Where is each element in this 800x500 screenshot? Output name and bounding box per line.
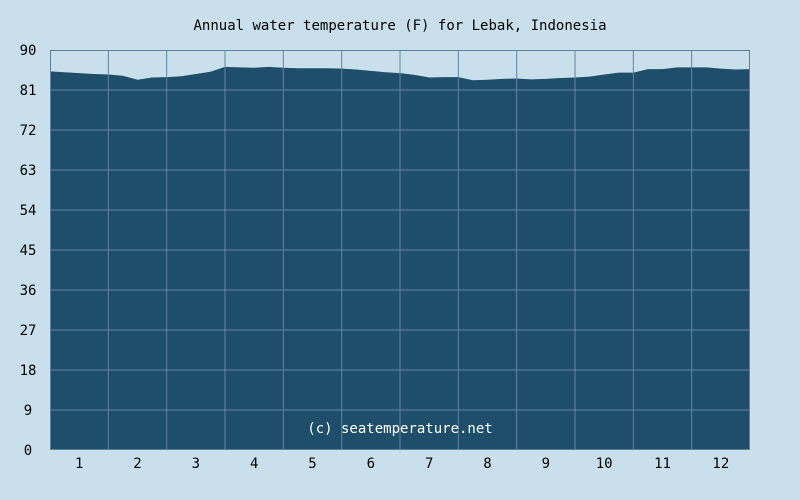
chart-title: Annual water temperature (F) for Lebak, … — [193, 18, 607, 34]
x-tick-label: 4 — [250, 456, 258, 472]
y-tick-label: 72 — [20, 123, 37, 139]
x-tick-label: 5 — [308, 456, 316, 472]
y-tick-label: 54 — [20, 203, 37, 219]
y-tick-label: 9 — [24, 403, 32, 419]
x-tick-label: 9 — [542, 456, 550, 472]
x-tick-label: 2 — [133, 456, 141, 472]
plot-border — [50, 50, 750, 450]
y-tick-label: 81 — [20, 83, 37, 99]
y-tick-label: 63 — [20, 163, 37, 179]
x-tick-label: 12 — [712, 456, 729, 472]
x-tick-label: 1 — [75, 456, 83, 472]
x-tick-label: 3 — [192, 456, 200, 472]
y-tick-label: 36 — [20, 283, 37, 299]
x-tick-label: 7 — [425, 456, 433, 472]
x-tick-label: 8 — [483, 456, 491, 472]
x-tick-label: 10 — [596, 456, 613, 472]
y-tick-label: 18 — [20, 363, 37, 379]
y-tick-label: 27 — [20, 323, 37, 339]
x-tick-label: 6 — [367, 456, 375, 472]
y-tick-label: 45 — [20, 243, 37, 259]
x-tick-label: 11 — [654, 456, 671, 472]
y-tick-label: 0 — [24, 443, 32, 459]
watermark-text: (c) seatemperature.net — [307, 421, 492, 437]
y-tick-label: 90 — [20, 43, 37, 59]
